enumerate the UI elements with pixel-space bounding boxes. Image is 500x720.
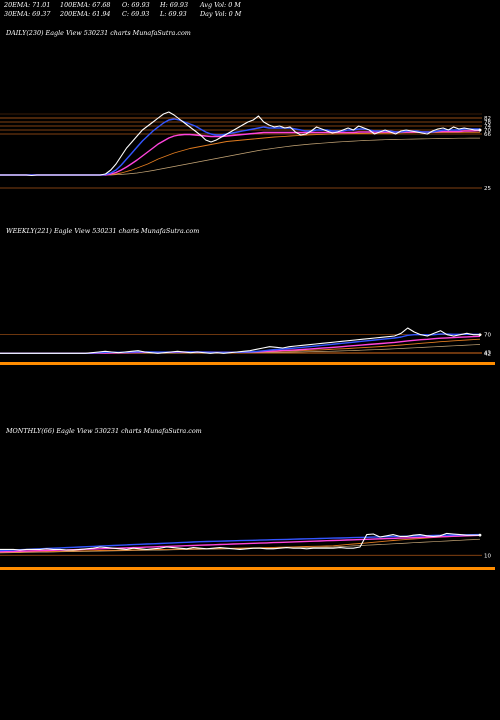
level-label: 25	[484, 186, 491, 192]
ema-base-line	[0, 137, 480, 176]
volume-band	[0, 567, 495, 570]
ema-fast-line	[0, 333, 480, 355]
last-price-marker	[478, 333, 482, 337]
ema-slow-line	[0, 534, 481, 553]
daily-chart-title: DAILY(230) Eagle View 530231 charts Muna…	[6, 29, 191, 37]
price-line	[0, 327, 480, 354]
level-label: 74	[484, 124, 491, 130]
level-label: 70	[484, 333, 491, 339]
level-label: 78	[484, 120, 491, 126]
level-label: 43	[484, 351, 491, 357]
ema-fast-line	[0, 118, 480, 176]
price-line	[0, 111, 481, 177]
monthly-chart: 10	[0, 532, 495, 570]
header-open: O: 69.93	[122, 1, 150, 9]
header-day-vol: Day Vol: 0 M	[200, 10, 242, 18]
level-label: 66	[484, 132, 491, 138]
header-ema200: 200EMA: 61.94	[60, 10, 111, 18]
header-low: L: 69.93	[160, 10, 187, 18]
level-label: 42	[484, 351, 491, 357]
level-label: 10	[484, 553, 491, 559]
header-ema20: 20EMA: 71.01	[4, 1, 51, 9]
level-label: 82	[484, 116, 491, 122]
weekly-chart-title: WEEKLY(221) Eagle View 530231 charts Mun…	[6, 227, 200, 235]
ema-base-line	[0, 538, 481, 554]
volume-band	[0, 362, 495, 365]
price-line	[0, 532, 480, 551]
monthly-chart-title: MONTHLY(66) Eagle View 530231 charts Mun…	[6, 427, 202, 435]
header-close: C: 69.93	[122, 10, 150, 18]
header-avg-vol: Avg Vol: 0 M	[200, 1, 241, 9]
header-high: H: 69.93	[160, 1, 189, 9]
header-ema100: 100EMA: 67.68	[60, 1, 111, 9]
last-price-marker	[478, 128, 482, 132]
level-label: 70	[484, 128, 491, 134]
header-ema30: 30EMA: 69.37	[4, 10, 51, 18]
ema-mid-line	[0, 129, 481, 176]
last-price-marker	[478, 533, 482, 537]
